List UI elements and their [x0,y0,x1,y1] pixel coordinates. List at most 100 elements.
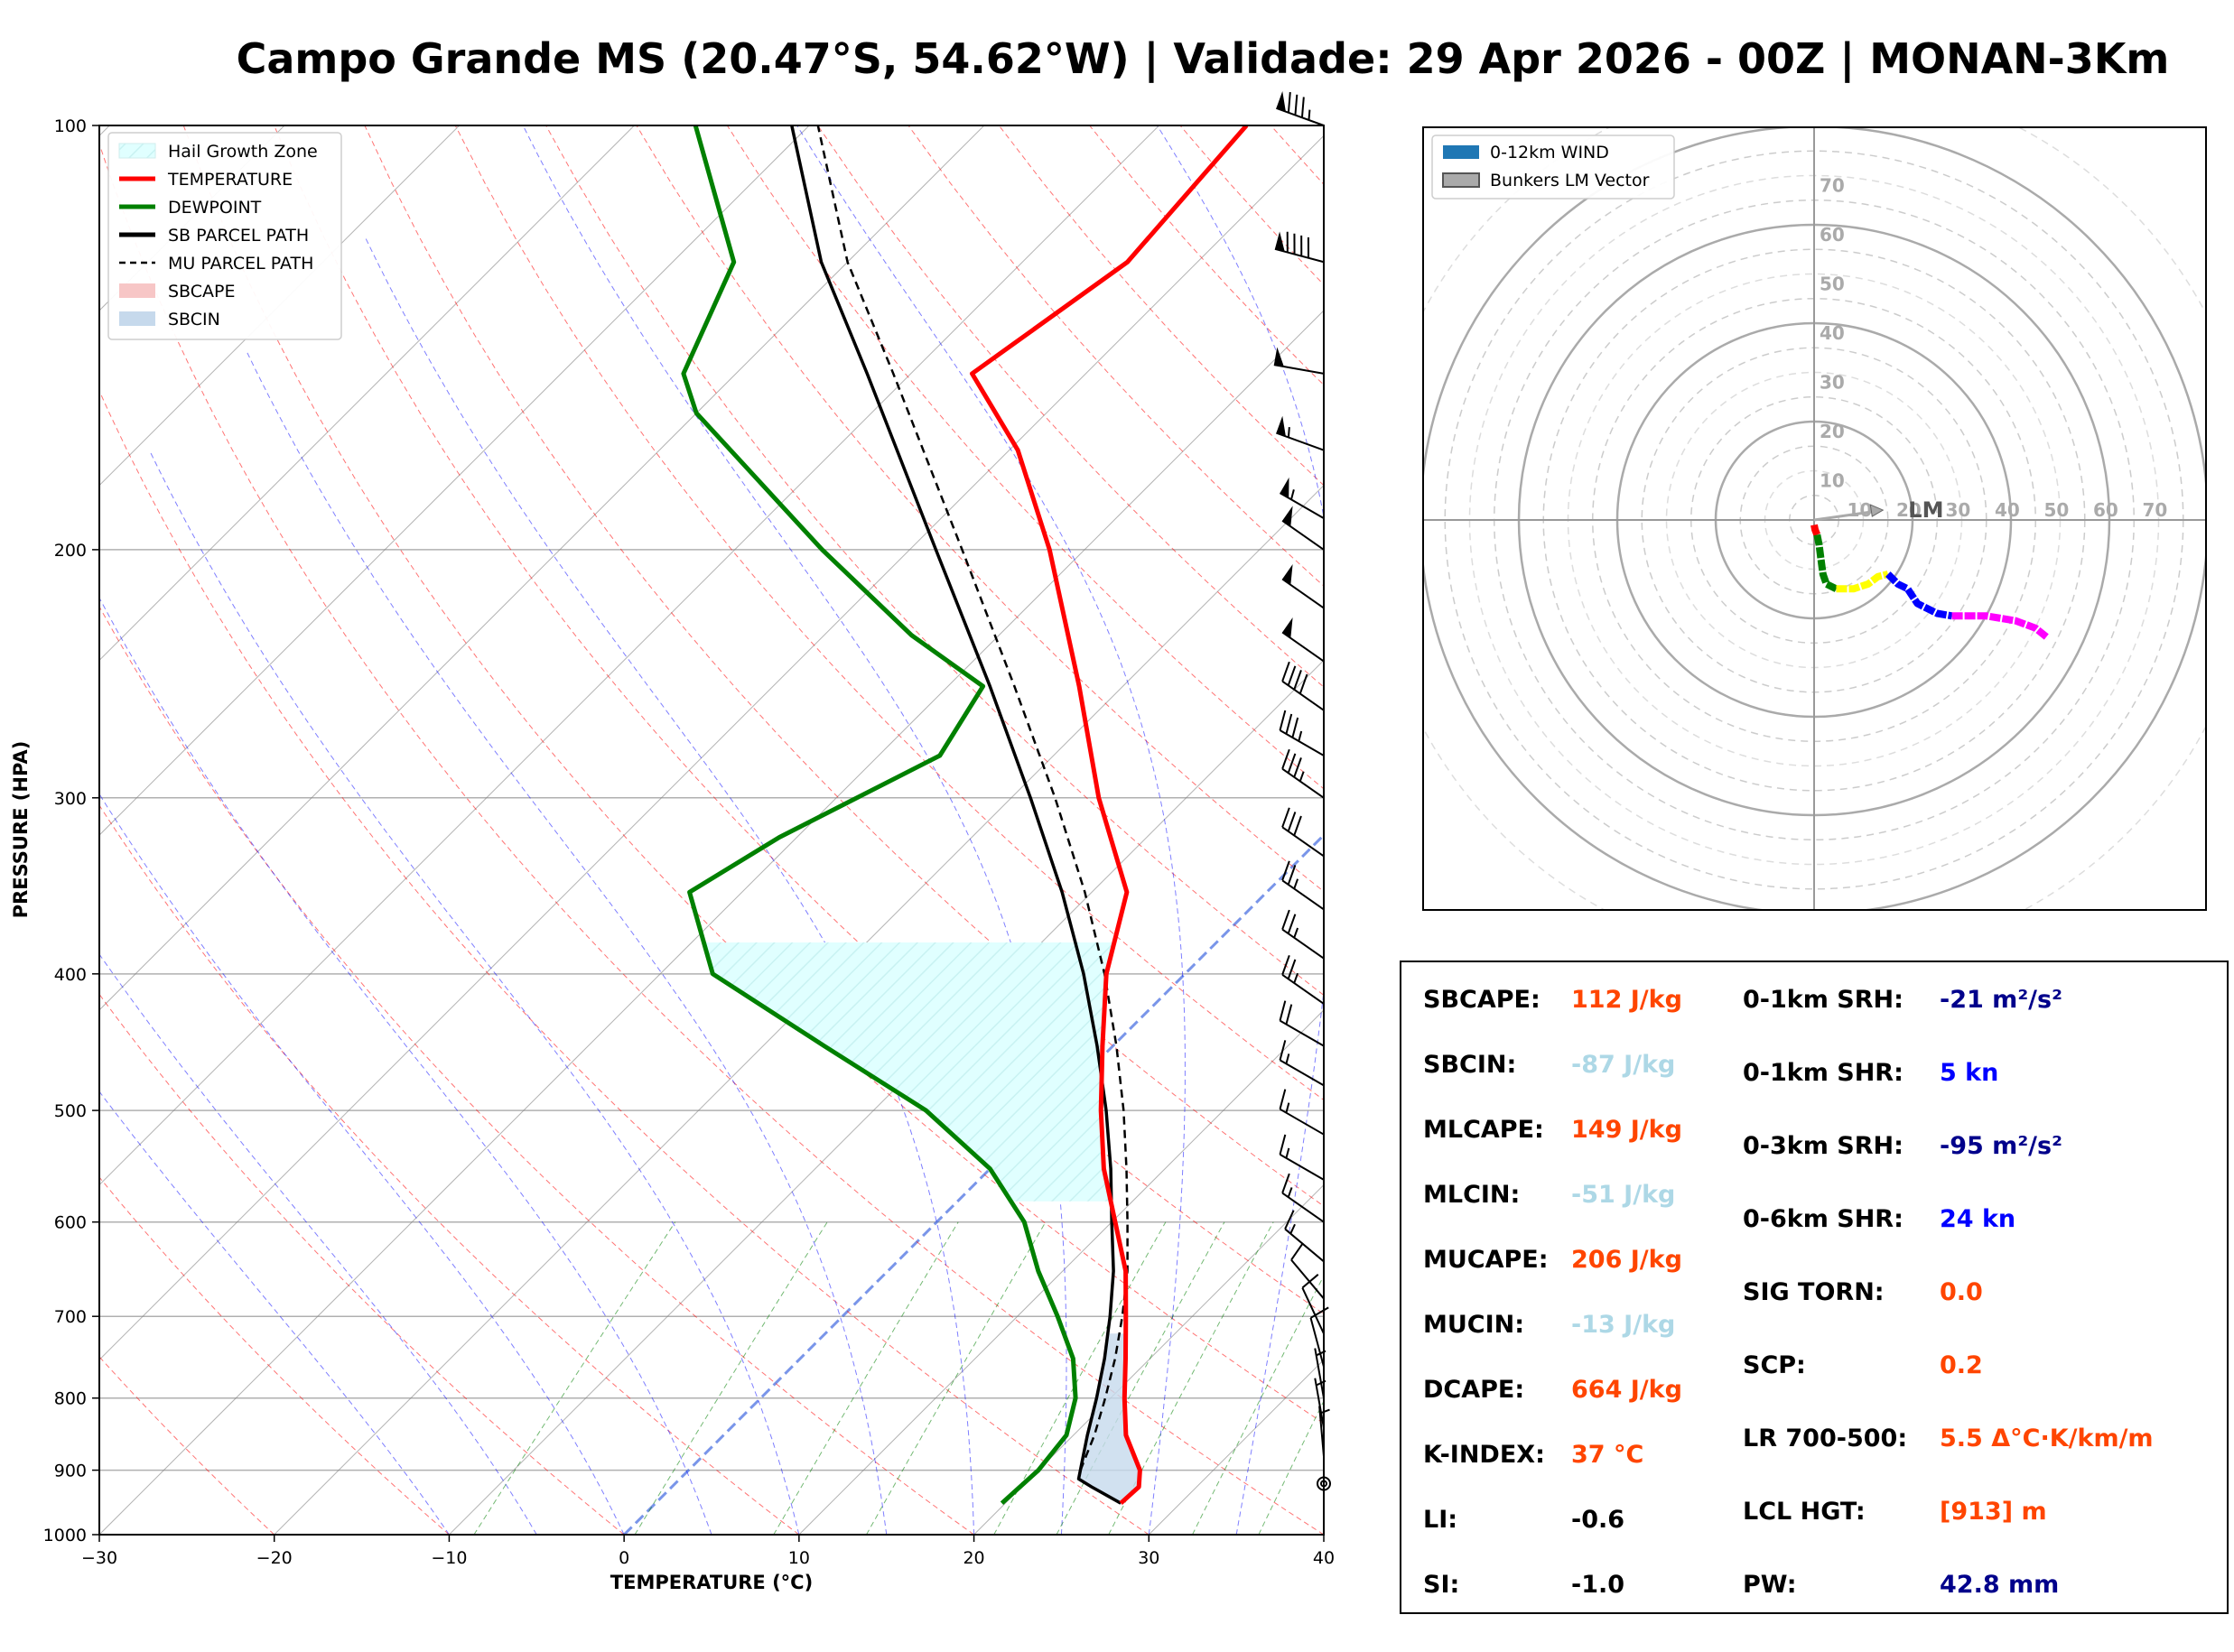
wind-barb [1281,748,1325,799]
param-value: 112 J/kg [1571,986,1682,1014]
param-value: 37 °C [1571,1441,1644,1469]
skewt-legend: Hail Growth Zone TEMPERATURE DEWPOINT SB PA… [107,132,342,340]
dry-adiabat [726,125,1324,790]
freezing-isotherm [623,833,1324,1535]
barb-staff [1281,519,1325,551]
wind-barb [1281,860,1325,911]
barb-full [1290,1242,1304,1261]
barb-staff [1274,247,1325,264]
isotherm-line [99,125,461,487]
barb-full [1281,748,1290,770]
barb-staff [1280,729,1325,756]
wind-barb [1273,347,1325,375]
mixing-ratio-line [773,1221,959,1535]
param-label: LCL HGT: [1743,1498,1866,1526]
barb-flag [1273,347,1284,367]
moist-adiabat [99,1091,450,1535]
barb-half [1298,730,1303,742]
y-tick-label: 1000 [43,1526,87,1545]
y-tick-label: 300 [54,789,87,809]
isotherm-line [99,125,810,836]
legend-label: SBCAPE [168,282,236,302]
wind-barb [1281,617,1325,663]
barb-staff [1281,928,1325,960]
param-label: SI: [1423,1571,1460,1599]
param-value: 24 kn [1940,1205,2016,1233]
mixing-ratio-line [1056,1221,1225,1535]
mixing-ratio-line [1192,1275,1324,1535]
barb-full [1285,713,1293,735]
wind-barb [1290,1242,1325,1300]
isotherm-line [99,125,985,1011]
param-label: 0-1km SRH: [1743,986,1904,1014]
param-value: -95 m²/s² [1940,1132,2062,1160]
wind-barb [1281,1173,1325,1223]
barb-full [1281,860,1290,881]
barb-staff [1281,631,1325,663]
parameters-panel: SBCAPE: 112 J/kg SBCIN: -87 J/kg MLCAPE: 149 … [1400,961,2229,1614]
x-tick-label: 0 [619,1548,629,1568]
page-title: Campo Grande MS (20.47°S, 54.62°W) | Val… [236,34,2170,83]
x-tick-label: 20 [963,1548,984,1568]
barb-full [1281,807,1290,828]
moist-adiabat [796,125,1186,1535]
barb-full [1310,1306,1329,1319]
x-tick-label: −10 [431,1548,467,1568]
param-value: 206 J/kg [1571,1246,1682,1274]
isotherm-line [99,125,1159,1186]
param-label: DCAPE: [1423,1376,1525,1404]
barb-full [1279,1040,1287,1061]
barb-full [1287,753,1297,774]
param-label: MLCIN: [1423,1181,1521,1209]
barb-staff [1276,432,1325,451]
barb-full [1294,94,1299,116]
param-label: SBCAPE: [1423,986,1541,1014]
barb-staff [1281,767,1325,799]
barb-full [1287,914,1297,934]
dry-adiabat [99,389,1150,1535]
param-label: K-INDEX: [1423,1441,1545,1469]
dry-adiabat [99,1176,450,1535]
legend-swatch [119,283,155,298]
barb-full [1301,1274,1319,1289]
y-tick-label: 800 [54,1389,87,1409]
param-value: 42.8 mm [1940,1571,2060,1599]
barb-staff [1280,1108,1325,1136]
barb-full [1293,670,1302,691]
barb-staff [1273,364,1325,375]
legend-label: DEWPOINT [168,198,262,218]
barb-full [1293,815,1302,836]
barb-flag [1274,231,1285,252]
hail-growth-zone [703,942,1114,1202]
barb-half [1293,878,1299,889]
barb-staff [1280,492,1325,520]
barb-half [1319,1408,1330,1415]
wind-barb [1281,954,1325,1005]
barb-staff [1281,680,1325,711]
wind-barb [1279,1040,1325,1087]
barb-staff [1280,1154,1325,1181]
x-tick-label: 40 [1313,1548,1335,1568]
param-value: 5 kn [1940,1059,1999,1087]
dry-adiabat [99,143,1324,1535]
param-label: 0-6km SHR: [1743,1205,1904,1233]
legend-label: MU PARCEL PATH [168,254,313,274]
param-value: -0.6 [1571,1506,1625,1534]
dry-adiabat [636,125,1324,893]
param-label: LI: [1423,1506,1458,1534]
barb-half [1289,1223,1296,1235]
param-value: -1.0 [1571,1571,1625,1599]
barb-half [1285,1147,1290,1159]
legend-box [107,132,342,340]
param-value: 5.5 Δ°C·K/km/m [1940,1425,2154,1452]
y-tick-label: 400 [54,965,87,985]
barb-full [1281,909,1290,930]
mixing-ratio-line [473,1221,676,1535]
y-tick-label: 600 [54,1213,87,1233]
barb-full [1287,665,1297,686]
wind-barb [1284,1210,1325,1263]
moist-adiabat [247,352,888,1535]
dry-adiabat [182,125,1324,1425]
barb-staff [1290,1259,1325,1300]
